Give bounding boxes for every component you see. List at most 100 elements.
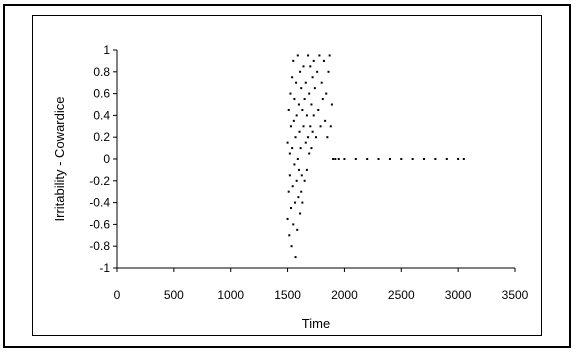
x-tick-label: 0	[114, 288, 121, 302]
data-point	[292, 119, 295, 122]
x-tick-label: 1000	[217, 288, 244, 302]
data-point	[295, 81, 298, 84]
x-axis-title: Time	[302, 316, 330, 331]
data-point	[327, 70, 330, 73]
data-point	[309, 125, 312, 128]
data-point	[457, 158, 460, 160]
data-point	[308, 92, 311, 95]
data-point	[400, 158, 403, 160]
x-tick-label: 3000	[445, 288, 472, 302]
y-tick-label: 0.6	[93, 87, 110, 101]
data-point	[286, 141, 289, 144]
data-point	[411, 158, 414, 160]
data-point	[309, 65, 312, 68]
data-point	[295, 179, 298, 182]
x-tick-label: 2500	[388, 288, 415, 302]
data-point	[328, 54, 331, 57]
data-point	[388, 158, 391, 160]
data-point	[293, 163, 296, 166]
data-point	[317, 108, 320, 111]
data-point	[292, 223, 295, 226]
data-point	[300, 190, 303, 193]
data-point	[297, 196, 300, 199]
data-point	[291, 185, 294, 188]
data-point	[354, 158, 357, 160]
data-point	[299, 147, 302, 150]
data-point	[329, 125, 332, 128]
data-point	[307, 136, 310, 139]
data-point	[289, 207, 292, 210]
data-point	[287, 190, 290, 193]
x-tick-label: 2000	[331, 288, 358, 302]
data-point	[322, 59, 325, 62]
data-point	[311, 76, 314, 79]
data-point	[288, 152, 291, 155]
y-tick-label: 0.2	[93, 130, 110, 144]
data-point	[434, 158, 437, 160]
data-point	[290, 245, 293, 248]
data-point	[303, 179, 306, 182]
data-point	[299, 70, 302, 73]
data-point	[297, 103, 300, 106]
y-axis-title: Irritability - Cowardice	[52, 97, 67, 222]
y-tick-label: 0	[103, 152, 110, 166]
data-point	[300, 87, 303, 90]
x-tick-label: 500	[164, 288, 184, 302]
y-tick-label: 0.8	[93, 65, 110, 79]
data-point	[332, 158, 335, 160]
data-point	[312, 59, 315, 62]
data-point	[291, 76, 294, 79]
data-point	[303, 98, 306, 101]
data-point	[308, 152, 311, 155]
x-tick-label: 1500	[274, 288, 301, 302]
data-point	[301, 108, 304, 111]
data-point	[307, 54, 310, 57]
data-point	[343, 158, 346, 160]
data-point	[319, 125, 322, 128]
data-point	[289, 125, 292, 128]
ticks: 1 0.8 0.6 0.4 0.2 0 -0.2 -0.4 -0.6 -0.8 -1 0 500 1000…	[89, 43, 528, 302]
data-point	[302, 65, 305, 68]
data-point	[294, 136, 297, 139]
data-point	[296, 158, 299, 160]
data-points	[286, 54, 465, 259]
data-point	[304, 141, 307, 144]
y-tick-label: -0.4	[89, 196, 110, 210]
data-point	[334, 158, 337, 160]
axes	[116, 50, 515, 269]
chart-frame	[3, 4, 571, 348]
data-point	[324, 119, 327, 122]
y-tick-label: -0.6	[89, 217, 110, 231]
data-point	[288, 174, 291, 177]
data-point	[298, 130, 301, 133]
data-point	[293, 98, 296, 101]
data-point	[366, 158, 369, 160]
data-point	[313, 87, 316, 90]
data-point	[315, 136, 317, 139]
data-point	[325, 92, 328, 95]
data-point	[288, 234, 291, 237]
data-point	[423, 158, 426, 160]
data-point	[321, 98, 324, 101]
data-point	[305, 114, 308, 117]
data-point	[326, 136, 329, 139]
data-point	[287, 108, 290, 111]
data-point	[377, 158, 380, 160]
data-point	[311, 130, 314, 133]
data-point	[297, 168, 300, 171]
data-point	[296, 228, 299, 231]
x-tick-label: 3500	[502, 288, 529, 302]
data-point	[330, 103, 333, 106]
y-tick-label: -0.2	[89, 174, 110, 188]
data-point	[304, 81, 307, 84]
data-point	[316, 70, 319, 73]
data-point	[301, 201, 304, 204]
data-point	[300, 174, 303, 177]
data-point	[292, 59, 295, 62]
data-point	[293, 201, 296, 204]
data-point	[318, 54, 321, 57]
data-point	[312, 114, 315, 117]
data-point	[286, 217, 289, 220]
data-point	[462, 158, 465, 160]
